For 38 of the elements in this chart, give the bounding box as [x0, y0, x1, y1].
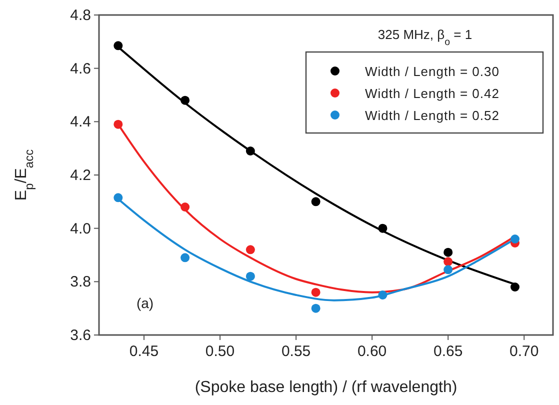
point: [180, 96, 190, 105]
point: [444, 248, 453, 257]
point: [510, 282, 520, 292]
x-tick-label: 0.45: [129, 343, 159, 360]
x-tick-label: 0.65: [433, 343, 463, 360]
point: [246, 245, 255, 254]
point: [114, 41, 123, 50]
x-tick-label: 0.50: [205, 343, 235, 360]
legend-label: Width / Length = 0.42: [365, 86, 500, 101]
legend-label: Width / Length = 0.30: [365, 64, 500, 79]
x-tick-label: 0.60: [357, 343, 387, 360]
legend-label: Width / Length = 0.52: [365, 108, 500, 123]
point: [180, 253, 190, 262]
point: [378, 290, 388, 300]
y-tick-label: 4.4: [70, 114, 91, 131]
point: [510, 234, 520, 244]
y-tick-label: 4.2: [70, 167, 91, 184]
point: [444, 265, 453, 274]
y-tick-label: 3.6: [70, 327, 91, 344]
y-tick-label: 3.8: [70, 274, 91, 291]
point: [246, 146, 255, 156]
point: [311, 304, 320, 313]
point: [378, 224, 388, 233]
point: [180, 202, 190, 212]
point: [311, 288, 320, 297]
annotation: (a): [136, 295, 154, 311]
y-tick-label: 4.0: [70, 220, 91, 238]
point: [444, 257, 453, 266]
x-tick-label: 0.55: [281, 343, 311, 360]
point: [114, 193, 123, 202]
y-tick-label: 4.8: [70, 7, 91, 24]
point: [114, 120, 123, 129]
x-axis-title: (Spoke base length) / (rf wavelength): [194, 379, 458, 396]
y-tick-label: 4.6: [70, 60, 91, 78]
annotation: 325 MHz, β$_{o}$ = 1: [378, 27, 472, 48]
x-tick-label: 0.70: [510, 343, 539, 360]
point: [246, 272, 255, 281]
point: [311, 197, 320, 206]
